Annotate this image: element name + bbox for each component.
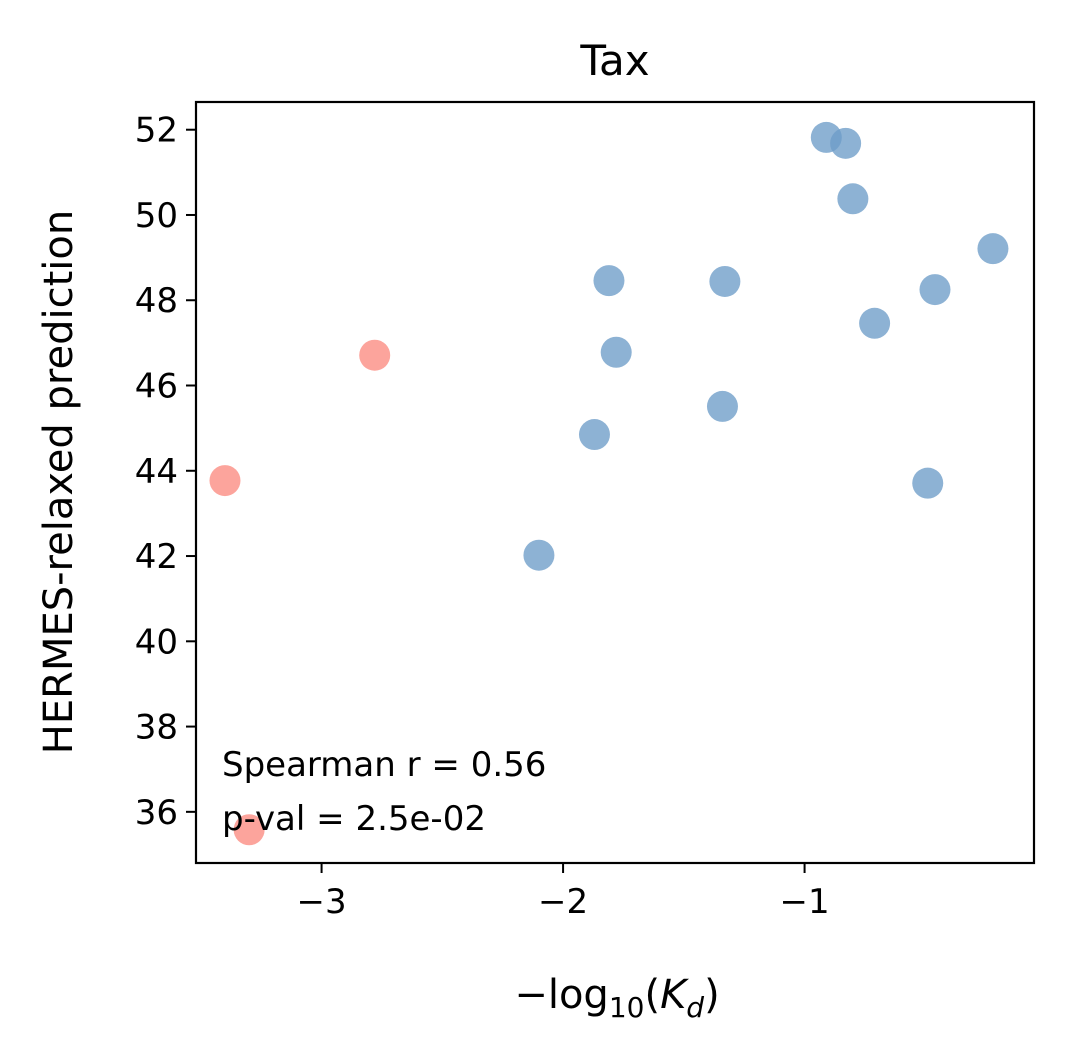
x-tick-label: −1: [780, 882, 830, 922]
x-axis-label-subscript: d: [686, 991, 704, 1024]
data-point-blue: [706, 390, 738, 422]
y-tick-label: 36: [135, 793, 178, 833]
x-axis-label-open: (: [644, 972, 660, 1018]
y-tick-label: 46: [135, 367, 178, 407]
data-point-blue: [709, 265, 741, 297]
y-tick-label: 44: [135, 452, 178, 492]
y-axis-label: HERMES-relaxed prediction: [36, 210, 82, 754]
data-point-red: [233, 814, 265, 846]
x-axis-label-variable: K: [660, 972, 689, 1018]
x-axis-label-prefix: −log: [514, 972, 609, 1018]
y-tick-label: 40: [135, 622, 178, 662]
annotation-correlation: Spearman r = 0.56: [222, 745, 546, 785]
data-point-blue: [600, 336, 632, 368]
x-axis: −3 −2 −1: [297, 863, 830, 922]
data-point-blue: [830, 127, 862, 159]
x-tick-label: −3: [297, 882, 347, 922]
data-point-blue: [523, 539, 555, 571]
data-point-red: [359, 339, 391, 371]
plot-frame: [194, 100, 1036, 865]
data-point-blue: [912, 467, 944, 499]
data-point-blue: [578, 419, 610, 451]
points-layer: [209, 121, 1009, 846]
data-point-blue: [977, 233, 1009, 265]
data-point-red: [209, 465, 241, 497]
y-tick-label: 50: [135, 196, 178, 236]
y-tick-label: 38: [135, 708, 178, 748]
y-tick-label: 48: [135, 281, 178, 321]
x-axis-label-close: ): [704, 972, 720, 1018]
data-point-blue: [919, 274, 951, 306]
y-axis: 36 38 40 42 44 46 48 50 52: [135, 111, 196, 833]
y-tick-label: 52: [135, 111, 178, 151]
x-axis-label: −log10(Kd): [514, 972, 719, 1024]
annotation: Spearman r = 0.56 p-val = 2.5e-02: [222, 745, 546, 839]
data-point-blue: [859, 307, 891, 339]
data-point-blue: [593, 265, 625, 297]
annotation-pvalue: p-val = 2.5e-02: [222, 799, 486, 839]
chart-title: Tax: [579, 36, 649, 85]
y-tick-label: 42: [135, 537, 178, 577]
x-tick-label: −2: [538, 882, 588, 922]
x-axis-label-base: 10: [609, 991, 645, 1024]
data-point-blue: [837, 183, 869, 215]
